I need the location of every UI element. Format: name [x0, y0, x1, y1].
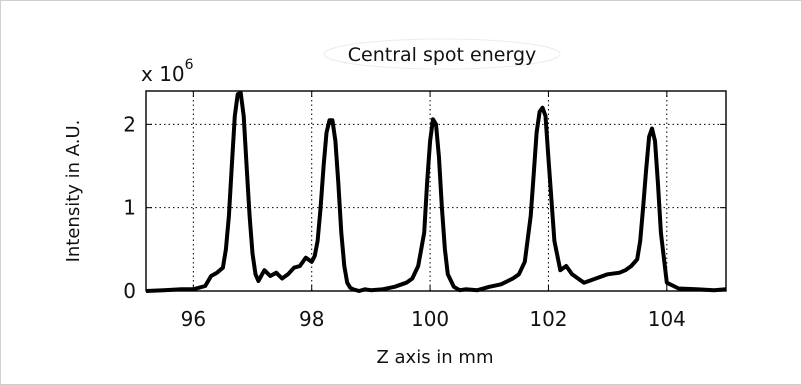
series-line-central-spot: [145, 90, 727, 293]
title-backdrop: [323, 38, 561, 70]
x-tick-label: 96: [181, 307, 206, 331]
y-axis-label: Intensity in A.U.: [63, 120, 84, 263]
x-tick-label: 104: [648, 307, 686, 331]
axes-box: [145, 90, 727, 292]
y-tick-label: 0: [123, 279, 136, 303]
x-tick-label: 100: [411, 307, 449, 331]
x-tick-label: 98: [299, 307, 324, 331]
x-tick-label: 102: [529, 307, 567, 331]
y-tick-label: 1: [123, 196, 136, 220]
chart-title: Central spot energy: [348, 44, 537, 66]
axis-ticks: [146, 91, 726, 292]
plot-area: [145, 90, 727, 293]
y-tick-label: 2: [123, 112, 136, 136]
y-exponent-label: x 106: [141, 57, 194, 86]
x-axis-label: Z axis in mm: [376, 347, 493, 368]
